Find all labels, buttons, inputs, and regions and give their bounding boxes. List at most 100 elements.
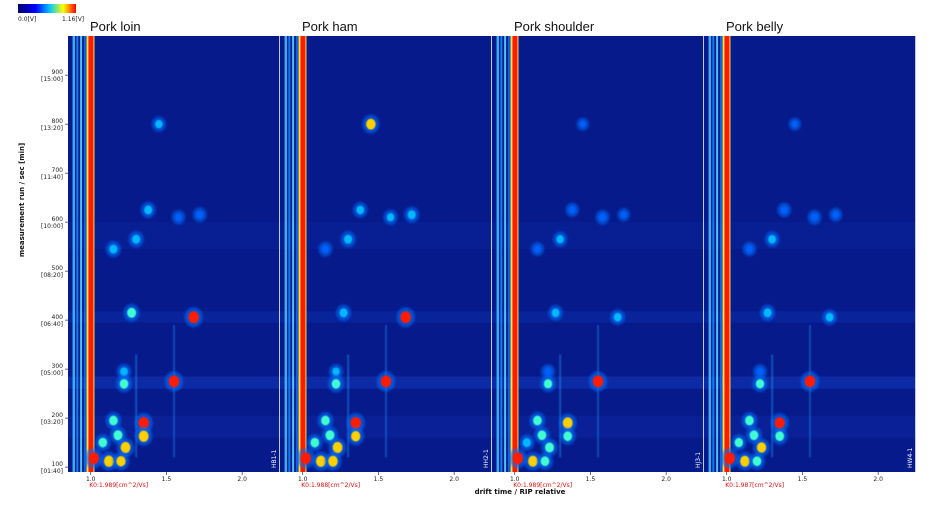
x-tick-label: 2.0 <box>661 476 671 483</box>
spot <box>113 430 123 441</box>
y-tick-sublabel: [15:00] <box>41 76 63 83</box>
spot <box>386 213 395 222</box>
spot <box>325 430 335 441</box>
spot <box>168 375 180 388</box>
color-bar: 0.0[V] 1.16[V] <box>18 4 84 23</box>
streak <box>347 354 350 458</box>
y-tick-label: 300 <box>52 363 64 370</box>
edge-streak <box>719 36 722 472</box>
spot <box>109 415 118 426</box>
k0-label: K0:1.988[cm^2/Vs] <box>301 482 360 489</box>
spot <box>749 430 759 441</box>
color-bar-min-label: 0.0[V] <box>18 16 36 23</box>
band <box>704 222 916 250</box>
y-axis-label: measurement run / sec [min] <box>18 143 26 257</box>
x-tick-label: 2.0 <box>237 476 247 483</box>
band <box>492 222 704 250</box>
spot <box>791 120 798 128</box>
x-tick-label: 1.0 <box>86 476 96 483</box>
edge-streak <box>80 36 83 472</box>
spot <box>310 437 320 448</box>
color-bar-max-label: 1.16[V] <box>62 16 84 23</box>
spot <box>380 375 392 388</box>
spot <box>119 378 129 389</box>
plot-area <box>68 36 917 472</box>
spot <box>356 205 365 215</box>
band <box>68 222 280 250</box>
spot <box>332 441 343 454</box>
spot <box>568 206 576 214</box>
spot <box>613 312 622 322</box>
edge-streak <box>295 36 298 472</box>
panel-side-label: HW4-1 <box>907 448 914 468</box>
spot <box>528 455 538 467</box>
x-tick-label: 2.0 <box>449 476 459 483</box>
spot <box>138 430 149 442</box>
spot <box>563 431 573 442</box>
spot <box>537 430 547 441</box>
spot <box>300 452 311 465</box>
spot <box>544 367 552 376</box>
y-tick-sublabel: [10:00] <box>41 223 63 230</box>
streak <box>559 354 562 458</box>
edge-streak <box>288 36 291 472</box>
spot <box>175 213 182 222</box>
spot <box>351 430 361 442</box>
y-tick-sublabel: [11:40] <box>41 174 63 181</box>
y-tick-sublabel: [03:20] <box>41 419 63 426</box>
spot <box>832 211 840 219</box>
spot <box>144 205 153 215</box>
k0-label: K0:1.987[cm^2/Vs] <box>725 482 784 489</box>
spot <box>592 375 604 388</box>
spot <box>138 417 149 430</box>
spot <box>740 455 750 467</box>
edge-streak <box>500 36 503 472</box>
spot <box>734 437 744 448</box>
spot <box>332 367 340 376</box>
spot <box>522 438 531 448</box>
rip-line <box>724 36 730 472</box>
spot <box>512 452 523 465</box>
x-tick-label: 1.5 <box>162 476 172 483</box>
rip-line <box>512 36 518 472</box>
spot <box>745 245 753 253</box>
spot <box>321 415 330 426</box>
y-tick-sublabel: [05:00] <box>41 370 63 377</box>
panel-title: Pork shoulder <box>514 19 595 34</box>
band <box>492 311 704 323</box>
spot <box>350 417 361 430</box>
spot <box>407 210 416 220</box>
spot <box>534 245 541 253</box>
spot <box>551 308 560 318</box>
panel-side-label: HH2-1 <box>483 449 490 468</box>
spot <box>132 234 141 244</box>
x-tick-label: 2.0 <box>873 476 883 483</box>
edge-streak <box>292 36 295 472</box>
spot <box>579 120 586 128</box>
spot <box>315 455 326 467</box>
spot <box>556 235 564 244</box>
y-tick-label: 800 <box>52 118 64 125</box>
edge-streak <box>712 36 715 472</box>
panel-title: Pork ham <box>302 19 358 34</box>
spot <box>116 455 126 467</box>
spot <box>598 213 607 222</box>
spot <box>540 456 550 467</box>
edge-streak <box>716 36 719 472</box>
edge-streak <box>504 36 507 472</box>
spot <box>196 210 204 219</box>
panel-title: Pork loin <box>90 19 141 34</box>
spot <box>745 415 754 426</box>
k0-label: K0:1.989[cm^2/Vs] <box>89 482 148 489</box>
panel-side-label: HJ3-1 <box>695 452 702 468</box>
edge-streak <box>284 36 288 472</box>
band <box>704 311 916 323</box>
spot <box>155 120 163 129</box>
spot <box>103 455 114 467</box>
k0-label: K0:1.989[cm^2/Vs] <box>513 482 572 489</box>
panel-title: Pork belly <box>726 19 784 34</box>
spot <box>775 431 785 442</box>
edge-streak <box>496 36 500 472</box>
spot <box>774 417 785 429</box>
spot <box>321 245 330 254</box>
